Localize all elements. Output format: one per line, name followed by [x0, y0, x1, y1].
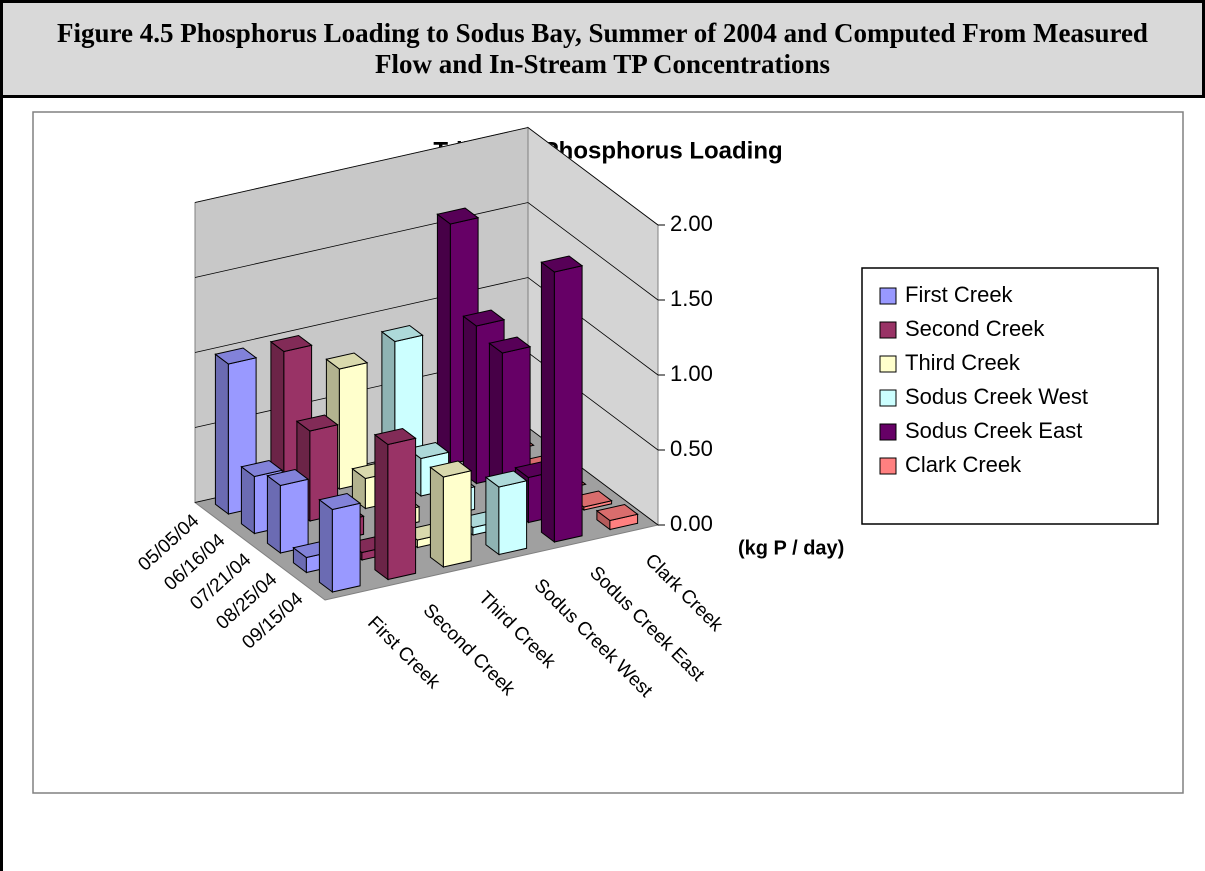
bar-side: [266, 474, 281, 554]
bar-side: [240, 465, 255, 535]
bar-side: [374, 433, 389, 581]
bar-top: [436, 207, 480, 225]
legend-swatch: [879, 287, 897, 305]
bar-side: [436, 213, 451, 465]
bar-top: [214, 347, 258, 365]
bar-top: [266, 468, 310, 487]
bar-top: [540, 255, 584, 273]
bar-top: [318, 492, 362, 511]
bar: [540, 255, 584, 543]
bar-side: [462, 315, 477, 485]
bar: [484, 470, 528, 556]
bar-side: [429, 466, 444, 568]
bar-front: [331, 502, 361, 593]
y-tick-label: 0.50: [670, 436, 713, 461]
legend-label: Sodus Creek East: [905, 418, 1082, 443]
grid-line: [194, 127, 659, 226]
legend-label: Sodus Creek West: [905, 384, 1088, 409]
grid-line: [194, 202, 659, 301]
bar-top: [373, 427, 417, 446]
legend-label: Third Creek: [905, 350, 1021, 375]
legend-swatch: [879, 423, 897, 441]
y-tick-label: 1.00: [670, 361, 713, 386]
legend: [861, 267, 1159, 525]
legend-swatch: [879, 389, 897, 407]
bar-top: [484, 470, 528, 488]
grid-line: [194, 277, 659, 376]
bar-top: [488, 336, 532, 354]
legend-label: Second Creek: [905, 316, 1045, 341]
bar-front: [442, 470, 472, 568]
y-tick-label: 2.00: [670, 211, 713, 236]
bar-top: [325, 352, 369, 370]
y-tick-label: 0.00: [670, 511, 713, 536]
bar-top: [462, 309, 506, 327]
figure-header: Figure 4.5 Phosphorus Loading to Sodus B…: [0, 0, 1205, 98]
bar-front: [387, 437, 417, 581]
bar-front: [498, 480, 528, 556]
bar-top: [240, 459, 284, 478]
bar: [429, 460, 473, 568]
bar: [488, 336, 532, 504]
bar-side: [485, 476, 500, 556]
bar-front: [279, 478, 309, 554]
legend-label: Clark Creek: [905, 452, 1022, 477]
bar: [318, 492, 362, 593]
legend-swatch: [879, 321, 897, 339]
bar: [595, 503, 639, 531]
bar-side: [214, 353, 229, 515]
frame-line: [0, 95, 3, 871]
figure-title: Figure 4.5 Phosphorus Loading to Sodus B…: [57, 18, 1148, 79]
bar-top: [269, 334, 313, 353]
y-tick-label: 1.50: [670, 286, 713, 311]
bar-top: [595, 503, 639, 522]
axis-label: (kg P / day): [738, 537, 844, 559]
legend-swatch: [879, 457, 897, 475]
legend-swatch: [879, 355, 897, 373]
bar-side: [540, 261, 555, 543]
bar-side: [318, 498, 333, 593]
bar-top: [380, 324, 424, 343]
legend-label: First Creek: [905, 282, 1014, 307]
bar-front: [553, 265, 583, 543]
bar: [266, 468, 310, 554]
bar-top: [295, 414, 339, 432]
bar-top: [429, 460, 473, 478]
bar: [373, 427, 417, 581]
